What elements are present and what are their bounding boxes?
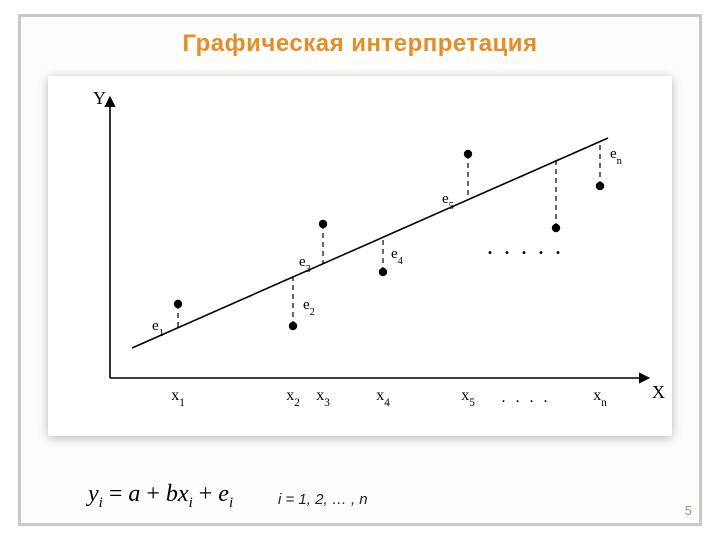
eq-b: b <box>166 481 178 507</box>
svg-text:Y: Y <box>93 88 106 108</box>
eq-e-sub: i <box>229 495 233 511</box>
eq-plus2: + <box>193 481 219 507</box>
regression-equation: yi = a + bxi + ei <box>88 481 233 512</box>
svg-text:x4: x4 <box>376 387 390 409</box>
svg-text:e5: e5 <box>442 191 454 212</box>
svg-text:x1: x1 <box>171 387 185 409</box>
eq-x: x <box>178 481 189 507</box>
svg-text:x5: x5 <box>461 387 475 409</box>
svg-text:e3: e3 <box>299 254 311 275</box>
slide-title: Графическая интерпретация <box>0 30 720 58</box>
index-note: i = 1, 2, … , n <box>278 491 368 508</box>
svg-text:en: en <box>610 146 623 167</box>
eq-plus1: + <box>140 481 166 507</box>
svg-text:x2: x2 <box>286 387 300 409</box>
svg-text:e4: e4 <box>391 246 404 267</box>
chart-container: Y Xe1 e2 e3 e4 e5 en x1 x2 x3 x4 x5 xn . . . . . . . .… <box>48 76 672 436</box>
eq-a: a <box>128 481 140 507</box>
regression-chart: Y Xe1 e2 e3 e4 e5 en x1 x2 x3 x4 x5 xn . . . . . . . .… <box>48 76 672 436</box>
svg-text:e2: e2 <box>303 297 315 318</box>
svg-text:X: X <box>652 382 665 402</box>
svg-text:e1: e1 <box>152 318 164 339</box>
eq-y: y <box>88 481 99 507</box>
svg-text:xn: xn <box>593 387 607 409</box>
svg-text:x3: x3 <box>316 387 330 409</box>
svg-text:. . . . .: . . . . . <box>488 238 565 258</box>
page-number: 5 <box>685 503 692 518</box>
eq-e: e <box>218 481 229 507</box>
svg-text:. . . .: . . . . <box>502 389 551 406</box>
eq-equals: = <box>103 481 129 507</box>
